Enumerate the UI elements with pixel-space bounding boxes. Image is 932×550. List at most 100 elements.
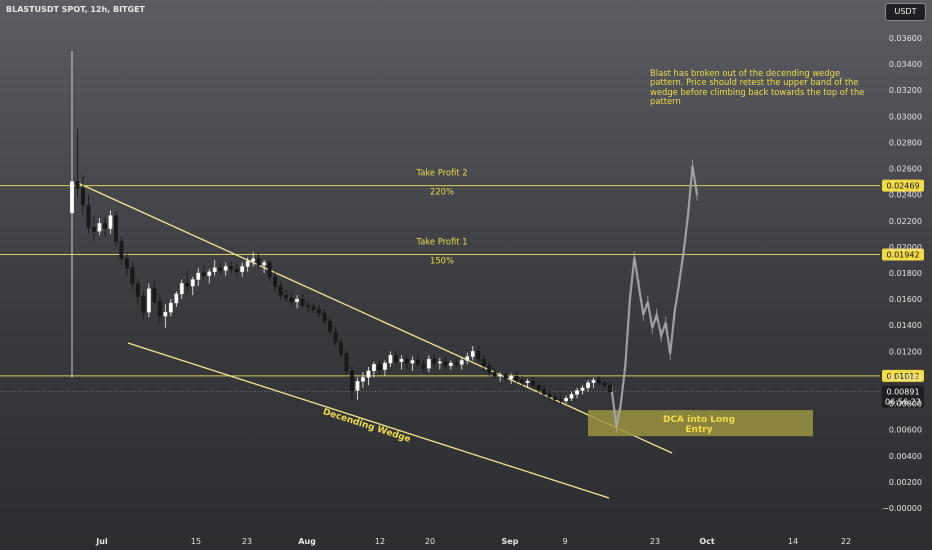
candle-body [223, 266, 228, 271]
y-tick-label: −0.00000 [882, 504, 922, 513]
candle [366, 367, 371, 386]
candle-body [448, 362, 453, 366]
candle [465, 352, 470, 365]
candle [498, 372, 503, 382]
candle-body [393, 355, 398, 362]
candle [223, 262, 228, 276]
price-level-tag [882, 248, 924, 261]
candle-body [437, 361, 442, 364]
candle-body [278, 285, 283, 296]
candle [157, 293, 162, 323]
candle [284, 289, 289, 302]
x-tick-label: 20 [425, 537, 435, 546]
price-level-tag [882, 369, 924, 382]
candle-body [92, 227, 96, 232]
candle-body [229, 266, 234, 270]
candle [586, 380, 590, 392]
candle-body [575, 390, 579, 395]
candle-body [218, 267, 223, 271]
candle-body [421, 364, 426, 369]
candle [388, 351, 393, 367]
candle-body [608, 385, 612, 393]
candle [267, 259, 272, 281]
y-tick-label: 0.01200 [889, 347, 922, 356]
candle [437, 357, 442, 370]
candle [317, 305, 321, 318]
candle [218, 261, 223, 275]
y-tick-label: 0.02000 [889, 243, 922, 252]
y-tick-label: 0.02600 [889, 165, 922, 174]
y-tick-label: 0.03600 [889, 34, 922, 43]
y-tick-label: 0.03200 [889, 86, 922, 95]
candle-body [157, 301, 162, 317]
candle [602, 380, 607, 388]
candle-body [361, 377, 365, 382]
candle-body [152, 288, 157, 302]
candle-body [70, 181, 74, 214]
candle-body [355, 381, 360, 391]
candle [75, 129, 80, 198]
y-tick-label: 0.00600 [889, 426, 922, 435]
candle [70, 51, 74, 378]
candle [92, 215, 96, 241]
candle [350, 367, 354, 401]
candle [328, 317, 332, 336]
wedge-upper-line [77, 182, 673, 454]
candle [168, 299, 173, 317]
candle-body [454, 362, 459, 365]
candle-body [520, 379, 525, 383]
candle [542, 385, 547, 398]
x-tick-label: 23 [650, 537, 660, 546]
candle-body [146, 288, 151, 313]
x-tick-label: 23 [242, 537, 252, 546]
candle-body [135, 283, 140, 297]
candle-body [339, 341, 343, 355]
current-price-tag [882, 385, 924, 408]
candle [575, 387, 579, 399]
candle-body [273, 276, 278, 287]
candle [372, 361, 376, 378]
candles [70, 51, 612, 405]
price-level-label: Take Profit 1 [415, 236, 467, 246]
currency-button[interactable]: USDT [885, 3, 926, 21]
projection-path [610, 159, 699, 434]
candle [273, 271, 278, 292]
candle-body [163, 311, 168, 317]
price-level-label: Take Profit 2 [415, 168, 467, 178]
candle [459, 357, 464, 370]
candle-body [212, 267, 217, 272]
candle [234, 263, 239, 276]
candle-body [196, 272, 201, 280]
candle-body [141, 296, 146, 313]
y-tick-label: 0.02200 [889, 217, 922, 226]
candle-body [179, 283, 184, 295]
candle [503, 372, 508, 383]
x-tick-label: 12 [375, 537, 385, 546]
y-tick-label: 0.02800 [889, 138, 922, 147]
candle [553, 393, 558, 404]
dca-label-2: Entry [685, 425, 712, 435]
y-tick-label: 0.03400 [889, 60, 922, 69]
candle-body [388, 355, 393, 364]
candle-body [130, 267, 135, 284]
candle-body [295, 298, 299, 302]
candle [564, 395, 568, 404]
candle-body [503, 374, 508, 379]
candle [421, 360, 426, 373]
y-tick-label: 0.02400 [889, 191, 922, 200]
price-level-percent: 220% [430, 187, 454, 197]
candle [103, 216, 107, 237]
candle [426, 355, 431, 373]
candle-body [114, 215, 118, 242]
x-tick-label: 22 [841, 537, 851, 546]
wedge-label: Decending Wedge [321, 407, 411, 445]
candle-body [498, 374, 503, 377]
candle [492, 369, 497, 379]
candle [174, 291, 179, 307]
candle [146, 283, 151, 318]
wedge-lines: Decending Wedge [77, 182, 673, 499]
candle [443, 356, 448, 369]
candle-body [322, 313, 327, 322]
candle-body [410, 360, 415, 364]
